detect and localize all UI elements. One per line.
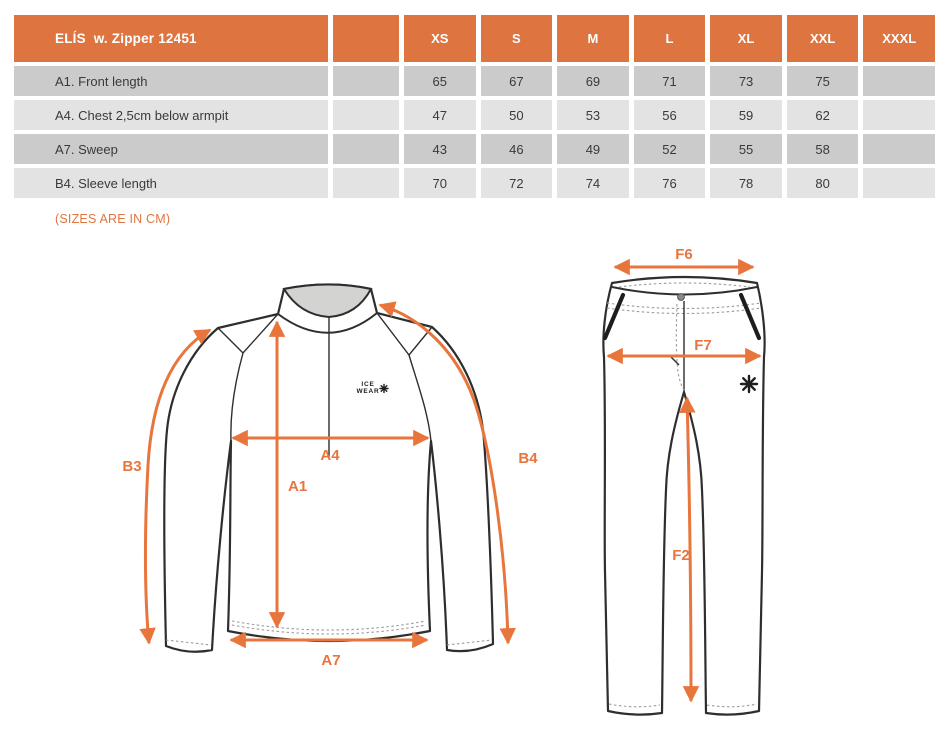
row-label: A4. Chest 2,5cm below armpit [14, 100, 328, 130]
pants-drawing: F6 F7 F2 [602, 246, 766, 716]
arrow-f2 [679, 396, 700, 703]
value-cell: 80 [786, 168, 859, 198]
label-a4: A4 [320, 447, 340, 464]
collar-inner-fill [282, 283, 373, 319]
fly-stitch [675, 303, 685, 391]
size-header-xs: XS [404, 15, 476, 62]
value-cell: 67 [480, 66, 553, 96]
value-cell [863, 100, 935, 130]
label-b3: B3 [122, 458, 141, 475]
value-cell: 76 [633, 168, 706, 198]
snowflake-icon [379, 383, 389, 394]
label-f6: F6 [675, 246, 693, 263]
value-cell: 50 [480, 100, 553, 130]
row-label: B4. Sleeve length [14, 168, 328, 198]
value-cell: 46 [480, 134, 553, 164]
waist-opening-edge [611, 286, 758, 296]
left-pocket-slash [602, 292, 626, 341]
row-spacer-cell [333, 168, 399, 198]
value-cell: 52 [633, 134, 706, 164]
label-a1: A1 [288, 478, 307, 495]
row-spacer-cell [333, 66, 399, 96]
product-title: ELÍS w. Zipper 12451 [14, 15, 328, 62]
arrow-b4 [378, 301, 516, 645]
value-cell: 78 [710, 168, 782, 198]
value-cell: 53 [557, 100, 629, 130]
value-cell [863, 168, 935, 198]
logo-text-line2: WEAR [356, 388, 379, 395]
waist-button [677, 293, 685, 301]
value-cell [863, 134, 935, 164]
value-cell: 69 [557, 66, 629, 96]
collar-bottom-seam [277, 312, 378, 334]
value-cell: 58 [786, 134, 859, 164]
right-leg-hem-stitch [706, 703, 758, 708]
label-f7: F7 [694, 337, 712, 354]
size-header-xxl: XXL [786, 15, 859, 62]
value-cell: 62 [786, 100, 859, 130]
value-cell: 71 [633, 66, 706, 96]
size-header-xxxl: XXXL [863, 15, 935, 62]
label-a7: A7 [321, 652, 340, 669]
header-spacer-cell [333, 15, 399, 62]
value-cell: 73 [710, 66, 782, 96]
value-cell: 55 [710, 134, 782, 164]
size-header-xl: XL [710, 15, 782, 62]
size-header-s: S [480, 15, 553, 62]
right-pocket-slash [738, 292, 762, 341]
value-cell: 75 [786, 66, 859, 96]
left-leg-hem-stitch [608, 703, 661, 708]
row-spacer-cell [333, 100, 399, 130]
value-cell: 70 [404, 168, 476, 198]
waist-top-stitch [618, 282, 751, 288]
value-cell: 56 [633, 100, 706, 130]
snowflake-icon [739, 374, 759, 394]
size-header-m: M [557, 15, 629, 62]
value-cell: 47 [404, 100, 476, 130]
logo-text-line1: ICE [361, 381, 374, 388]
row-label: A7. Sweep [14, 134, 328, 164]
value-cell: 59 [710, 100, 782, 130]
value-cell: 72 [480, 168, 553, 198]
size-chart-table: ELÍS w. Zipper 12451 XS S M L XL XXL XXX… [14, 15, 935, 198]
row-label: A1. Front length [14, 66, 328, 96]
row-spacer-cell [333, 134, 399, 164]
value-cell: 65 [404, 66, 476, 96]
value-cell: 74 [557, 168, 629, 198]
sweater-drawing: ICE WEAR B3 B4 A4 A1 A7 [122, 283, 538, 669]
sizes-in-cm-note: (SIZES ARE IN CM) [55, 212, 171, 226]
value-cell: 49 [557, 134, 629, 164]
value-cell: 43 [404, 134, 476, 164]
label-f2: F2 [672, 547, 690, 564]
label-b4: B4 [518, 450, 538, 467]
arrow-b3 [139, 328, 212, 645]
left-raglan-seam [230, 352, 244, 442]
size-header-l: L [633, 15, 706, 62]
value-cell [863, 66, 935, 96]
